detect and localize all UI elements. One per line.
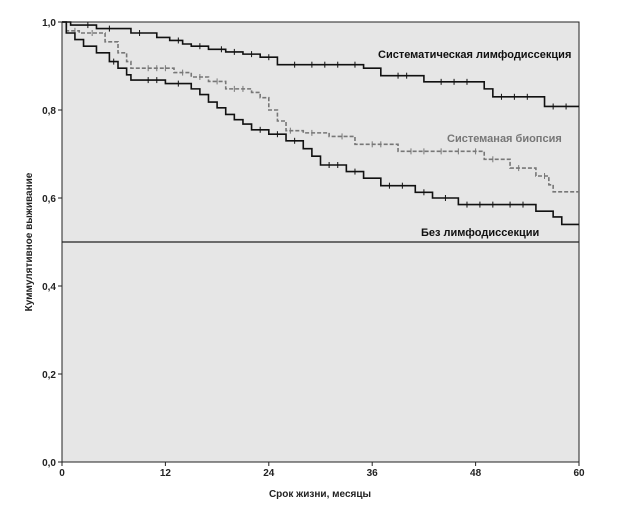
y-tick-label: 0,0 (42, 458, 56, 469)
x-tick-label: 0 (59, 468, 65, 479)
y-tick-label: 0,4 (42, 282, 56, 293)
series-label-systematic-biopsy: Системаная биопсия (447, 133, 562, 145)
x-tick-label: 12 (160, 468, 172, 479)
y-tick-label: 0,2 (42, 370, 56, 381)
y-tick-label: 1,0 (42, 18, 56, 29)
series-0 (62, 21, 579, 110)
series-1 (62, 21, 579, 193)
series-2 (62, 21, 579, 226)
series-label-systematic-dissection: Систематическая лимфодиссекция (378, 49, 571, 61)
x-axis-title: Срок жизни, месяцы (269, 489, 371, 500)
x-tick-label: 24 (263, 468, 275, 479)
axis-layer: 0 12 24 36 48 60 0,0 0,2 0,4 0,6 0,8 1,0 (42, 18, 585, 479)
x-tick-label: 48 (470, 468, 482, 479)
series-label-no-dissection: Без лимфодиссекции (421, 227, 539, 239)
y-axis-title: Куммулятивное выживание (24, 172, 35, 311)
y-tick-label: 0,8 (42, 106, 56, 117)
series-line-1 (62, 21, 579, 193)
y-tick-label: 0,6 (42, 194, 56, 205)
x-tick-label: 36 (367, 468, 379, 479)
x-tick-label: 60 (573, 468, 585, 479)
series-layer (62, 21, 579, 226)
series-label-layer: Систематическая лимфодиссекция Системана… (378, 49, 571, 239)
